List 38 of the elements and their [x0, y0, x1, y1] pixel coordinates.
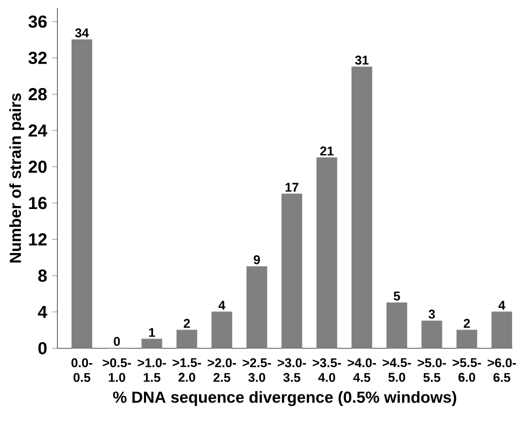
y-tick-label: 28 — [28, 88, 47, 101]
y-tick-label: 20 — [28, 160, 47, 174]
y-tick-label: 12 — [29, 233, 47, 246]
x-tick-label: >3.0-3.5 — [278, 358, 306, 382]
data-label: 21 — [320, 146, 334, 156]
x-tick-label: >5.5-6.0 — [452, 358, 481, 382]
x-tick-label: 0.0-0.5 — [71, 358, 92, 382]
data-label: 3 — [428, 310, 435, 319]
data-label: 0 — [114, 337, 120, 346]
y-tick-label: 16 — [29, 197, 47, 210]
data-label: 2 — [184, 319, 190, 328]
x-axis-title: % DNA sequence divergence (0.5% windows) — [113, 391, 456, 406]
y-tick-label: 32 — [28, 52, 47, 64]
x-tick-label: >2.5-3.0 — [242, 358, 271, 382]
x-tick-label: >1.0-1.5 — [138, 358, 166, 382]
x-tick-label: >6.0-6.5 — [488, 358, 516, 382]
y-tick-label: 0 — [38, 342, 47, 355]
x-tick-label: >3.5-4.0 — [312, 358, 341, 382]
y-axis-title: Number of strain pairs — [9, 94, 24, 263]
data-label: 1 — [149, 328, 156, 338]
x-tick-label: >0.5-1.0 — [102, 358, 131, 382]
y-tick-label: 4 — [38, 306, 48, 318]
x-tick-label: >4.0-4.5 — [348, 358, 376, 382]
data-label: 5 — [394, 292, 400, 301]
data-label: 4 — [498, 301, 506, 310]
data-label: 34 — [75, 28, 89, 38]
data-label: 9 — [254, 255, 260, 264]
y-tick-label: 8 — [38, 270, 47, 282]
y-tick-label: 36 — [28, 16, 47, 28]
data-label: 2 — [464, 319, 470, 328]
y-tick-label: 24 — [28, 124, 48, 137]
data-label: 17 — [286, 183, 298, 192]
x-tick-label: >5.0-5.5 — [418, 358, 446, 382]
x-tick-label: >2.0-2.5 — [208, 358, 236, 382]
data-label: 31 — [355, 56, 369, 65]
x-tick-label: >1.5-2.0 — [172, 358, 201, 382]
data-label: 4 — [218, 301, 226, 310]
x-tick-label: >4.5-5.0 — [382, 358, 411, 382]
